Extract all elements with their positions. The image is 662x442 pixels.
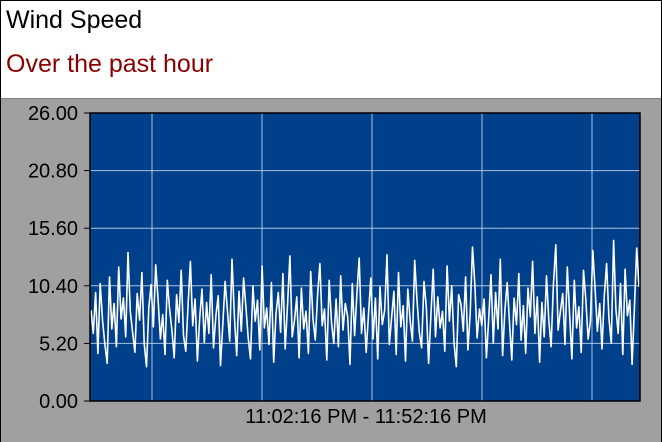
y-tick-label: 15.60 xyxy=(28,218,78,240)
chart-title: Wind Speed xyxy=(6,6,143,34)
plot-area xyxy=(90,113,640,401)
plot-border xyxy=(89,112,641,402)
y-tick-label: 10.40 xyxy=(28,276,78,298)
chart-header: Wind Speed Over the past hour xyxy=(1,1,661,98)
series-line-wind-speed xyxy=(90,239,640,368)
x-range-label: 11:02:16 PM - 11:52:16 PM xyxy=(245,406,487,428)
y-tick-label: 0.00 xyxy=(39,391,78,413)
y-tick-label: 26.00 xyxy=(28,103,78,125)
y-tick-label: 5.20 xyxy=(39,333,78,355)
chart-subtitle: Over the past hour xyxy=(6,50,214,78)
y-tick-label: 20.80 xyxy=(28,161,78,183)
